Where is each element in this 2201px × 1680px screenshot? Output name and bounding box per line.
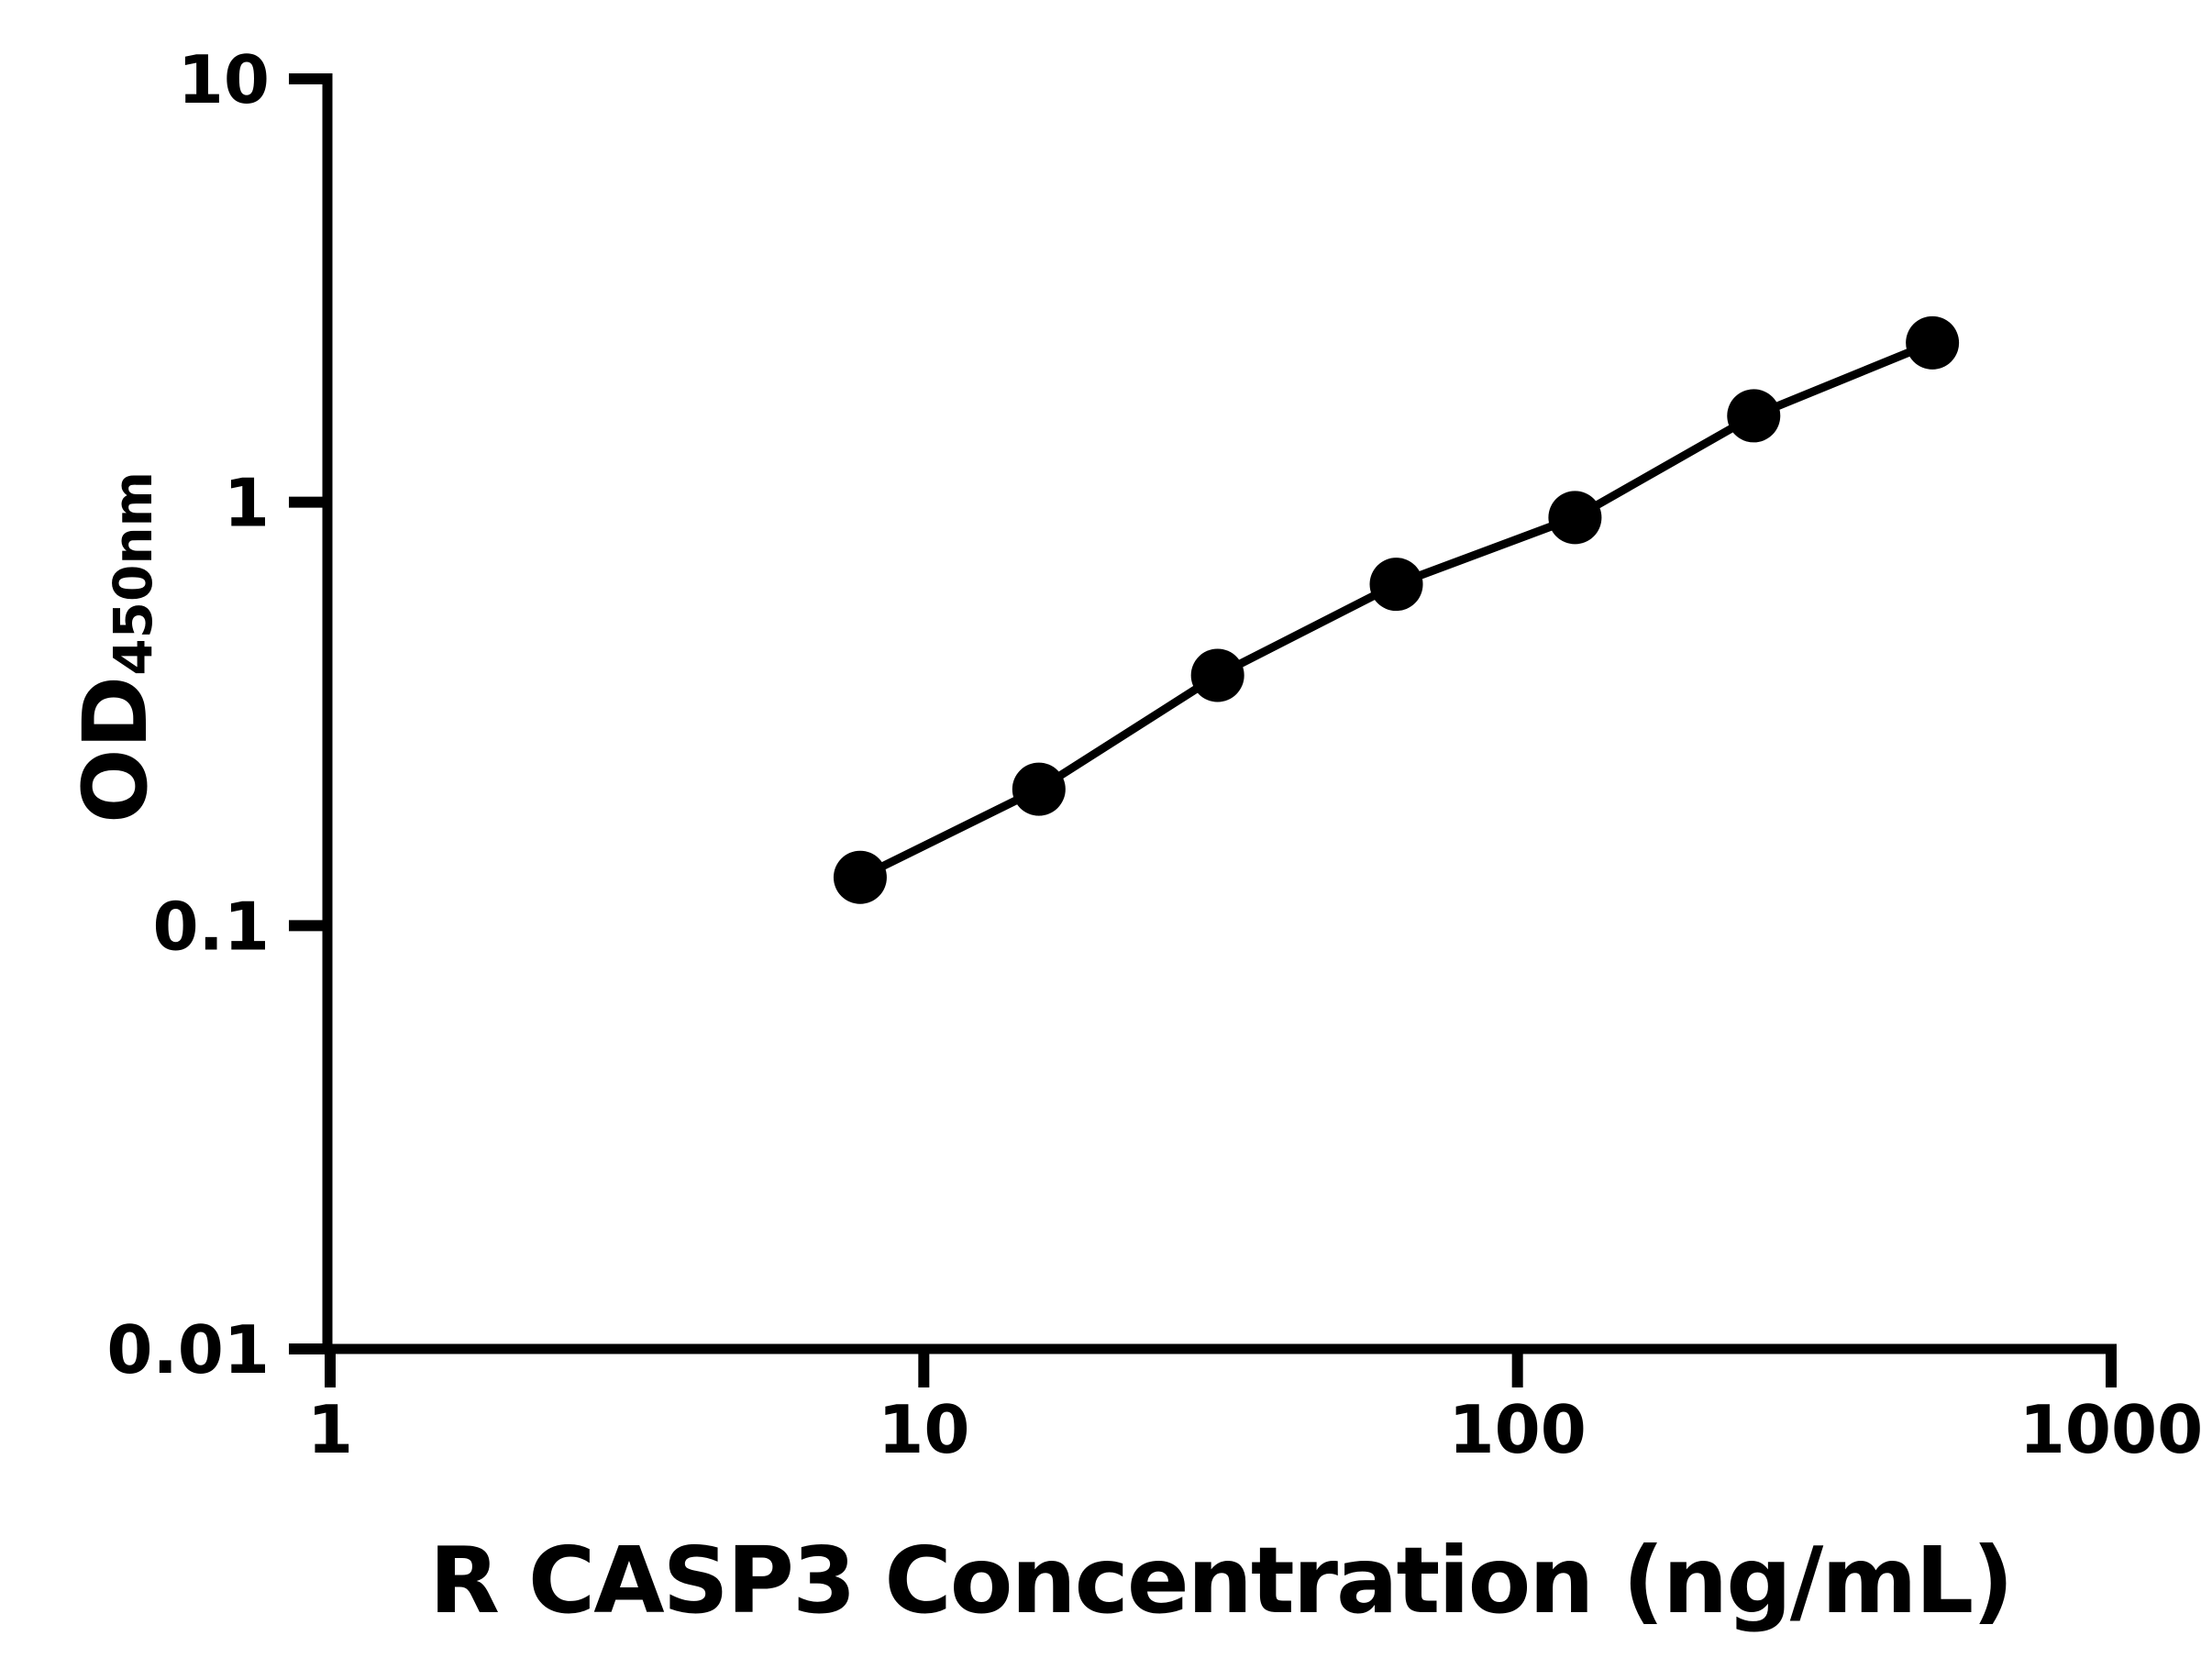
- x-axis-title: R CASP3 Concentration (ng/mL): [429, 1527, 2012, 1634]
- y-tick-label: 0.1: [152, 888, 270, 965]
- elisa-standard-curve-figure: 0.01 0.1 1 10 1 10 100 1000 R CASP3 Concentratio…: [37, 15, 2201, 1665]
- data-point: [1906, 315, 1960, 370]
- y-tick-label: 1: [224, 465, 270, 542]
- data-point: [1727, 389, 1781, 443]
- x-tick-label: 10: [878, 1391, 969, 1468]
- data-point: [1369, 558, 1423, 612]
- y-axis-title-subscript: 450nm: [102, 471, 164, 676]
- x-tick-label: 1000: [2019, 1391, 2201, 1468]
- chart-background: [37, 15, 2201, 1665]
- data-point: [1012, 762, 1066, 816]
- y-axis-title: OD450nm: [64, 471, 167, 823]
- x-tick-label: 1: [307, 1391, 353, 1468]
- y-axis-title-main: OD: [64, 676, 167, 823]
- data-point: [1548, 491, 1602, 545]
- y-tick-label: 0.01: [106, 1311, 270, 1388]
- data-point: [833, 850, 887, 904]
- y-tick-label: 10: [178, 41, 270, 118]
- x-tick-label: 100: [1449, 1391, 1587, 1468]
- data-point: [1190, 648, 1244, 702]
